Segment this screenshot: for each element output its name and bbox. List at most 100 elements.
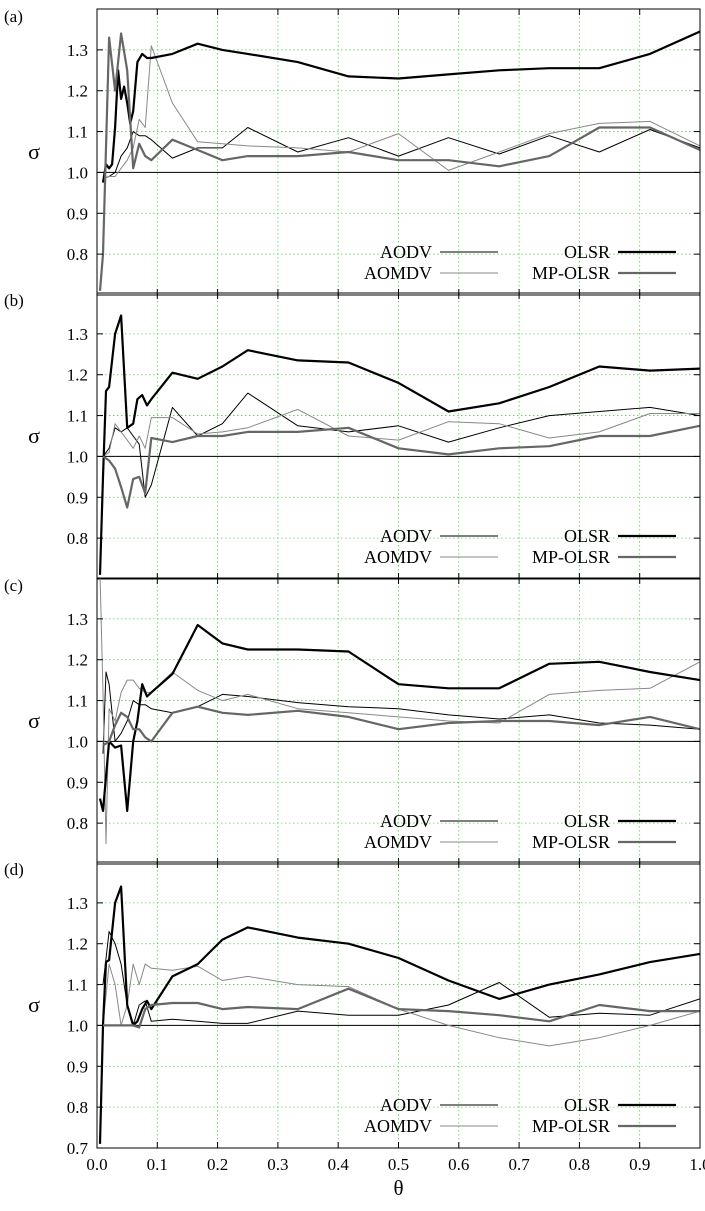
legend-entry: OLSR: [564, 1095, 676, 1115]
legend-entry: AODV: [380, 526, 498, 546]
y-tick-label: 0.9: [67, 204, 88, 223]
y-axis-label: σ: [28, 139, 40, 164]
y-tick-label: 1.3: [67, 610, 88, 629]
y-tick-label: 1.2: [67, 82, 88, 101]
x-tick-label: 0.0: [86, 1155, 107, 1174]
x-tick-label: 0.8: [569, 1155, 590, 1174]
series-line-mp-olsr: [102, 424, 700, 509]
y-tick-label: 1.2: [67, 651, 88, 670]
series-group: [98, 578, 700, 845]
legend-label: OLSR: [564, 811, 610, 831]
y-tick-label: 0.9: [67, 488, 88, 507]
y-axis-label: σ: [28, 992, 40, 1017]
series-line-aodv: [102, 127, 700, 180]
x-tick-label: 0.5: [388, 1155, 409, 1174]
legend-label: OLSR: [564, 526, 610, 546]
legend-label: OLSR: [564, 1095, 610, 1115]
series-group: [98, 314, 700, 575]
x-tick-label: 1.0: [689, 1155, 705, 1174]
legend-entry: OLSR: [564, 242, 676, 262]
series-line-mp-olsr: [102, 705, 700, 747]
y-tick-label: 0.8: [67, 1098, 88, 1117]
x-axis-label: θ: [393, 1176, 403, 1200]
series-line-olsr: [98, 623, 700, 813]
y-tick-label: 1.0: [67, 447, 88, 466]
legend-entry: MP-OLSR: [532, 547, 676, 567]
y-tick-label: 0.8: [67, 814, 88, 833]
x-tick-label: 0.3: [267, 1155, 288, 1174]
series-line-aomdv: [102, 45, 700, 180]
legend-label: AODV: [380, 242, 432, 262]
legend-entry: MP-OLSR: [532, 263, 676, 283]
x-tick-label: 0.9: [629, 1155, 650, 1174]
y-tick-label: 1.1: [67, 123, 88, 142]
x-tick-label: 0.7: [508, 1155, 530, 1174]
series-line-aodv: [102, 931, 700, 1026]
panel-label: (a): [4, 7, 23, 26]
panel-label: (b): [4, 291, 24, 310]
legend-entry: MP-OLSR: [532, 1116, 676, 1136]
series-line-mp-olsr: [98, 32, 700, 291]
y-tick-label: 1.0: [67, 1016, 88, 1035]
series-line-mp-olsr: [103, 987, 700, 1029]
y-axis-label: σ: [28, 423, 40, 448]
y-tick-label: 0.9: [67, 1057, 88, 1076]
legend-label: AOMDV: [364, 1116, 432, 1136]
legend-label: AODV: [380, 811, 432, 831]
legend-label: MP-OLSR: [532, 1116, 610, 1136]
y-tick-label: 1.3: [67, 325, 88, 344]
y-tick-label: 1.1: [67, 692, 88, 711]
y-tick-label: 1.1: [67, 976, 88, 995]
legend-label: OLSR: [564, 242, 610, 262]
x-tick-label: 0.1: [147, 1155, 168, 1174]
y-tick-label: 0.8: [67, 529, 88, 548]
legend-entry: AODV: [380, 242, 498, 262]
legend-entry: AOMDV: [364, 832, 498, 852]
legend-label: AOMDV: [364, 832, 432, 852]
panel-label: (d): [4, 860, 24, 879]
y-tick-label: 1.2: [67, 935, 88, 954]
legend-entry: AOMDV: [364, 263, 498, 283]
legend-label: AOMDV: [364, 263, 432, 283]
legend-label: AODV: [380, 526, 432, 546]
legend-label: MP-OLSR: [532, 832, 610, 852]
legend-entry: AOMDV: [364, 547, 498, 567]
series-line-aomdv: [102, 408, 700, 457]
series-group: [98, 885, 700, 1144]
legend-label: AODV: [380, 1095, 432, 1115]
legend-label: MP-OLSR: [532, 263, 610, 283]
legend-label: AOMDV: [364, 547, 432, 567]
y-tick-label: 0.9: [67, 773, 88, 792]
y-tick-label: 0.7: [67, 1139, 89, 1158]
legend-entry: OLSR: [564, 811, 676, 831]
legend-entry: OLSR: [564, 526, 676, 546]
y-tick-label: 1.3: [67, 894, 88, 913]
series-line-aodv: [102, 392, 700, 498]
x-tick-label: 0.2: [207, 1155, 228, 1174]
legend-entry: AODV: [380, 811, 498, 831]
series-line-olsr: [98, 314, 700, 575]
series-line-aomdv: [102, 963, 700, 1047]
series-line-aomdv: [99, 578, 700, 845]
y-tick-label: 1.0: [67, 163, 88, 182]
legend-entry: AODV: [380, 1095, 498, 1115]
y-tick-label: 1.3: [67, 41, 88, 60]
legend-label: MP-OLSR: [532, 547, 610, 567]
y-tick-label: 0.8: [67, 245, 88, 264]
panel-label: (c): [4, 576, 23, 595]
chart-panel-d: 0.7 0.8 0.9 1.0 1.1 1.2 1.3 0.0 0.1 0.2 0.3 0.4 0.5 0…: [4, 860, 705, 1200]
y-tick-label: 1.1: [67, 407, 88, 426]
y-axis-label: σ: [28, 708, 40, 733]
y-tick-label: 1.2: [67, 366, 88, 385]
y-tick-label: 1.0: [67, 732, 88, 751]
series-line-olsr: [98, 885, 700, 1144]
x-tick-label: 0.6: [448, 1155, 469, 1174]
series-group: [98, 30, 700, 291]
series-line-olsr: [101, 30, 700, 183]
x-tick-label: 0.4: [328, 1155, 350, 1174]
legend-entry: MP-OLSR: [532, 832, 676, 852]
